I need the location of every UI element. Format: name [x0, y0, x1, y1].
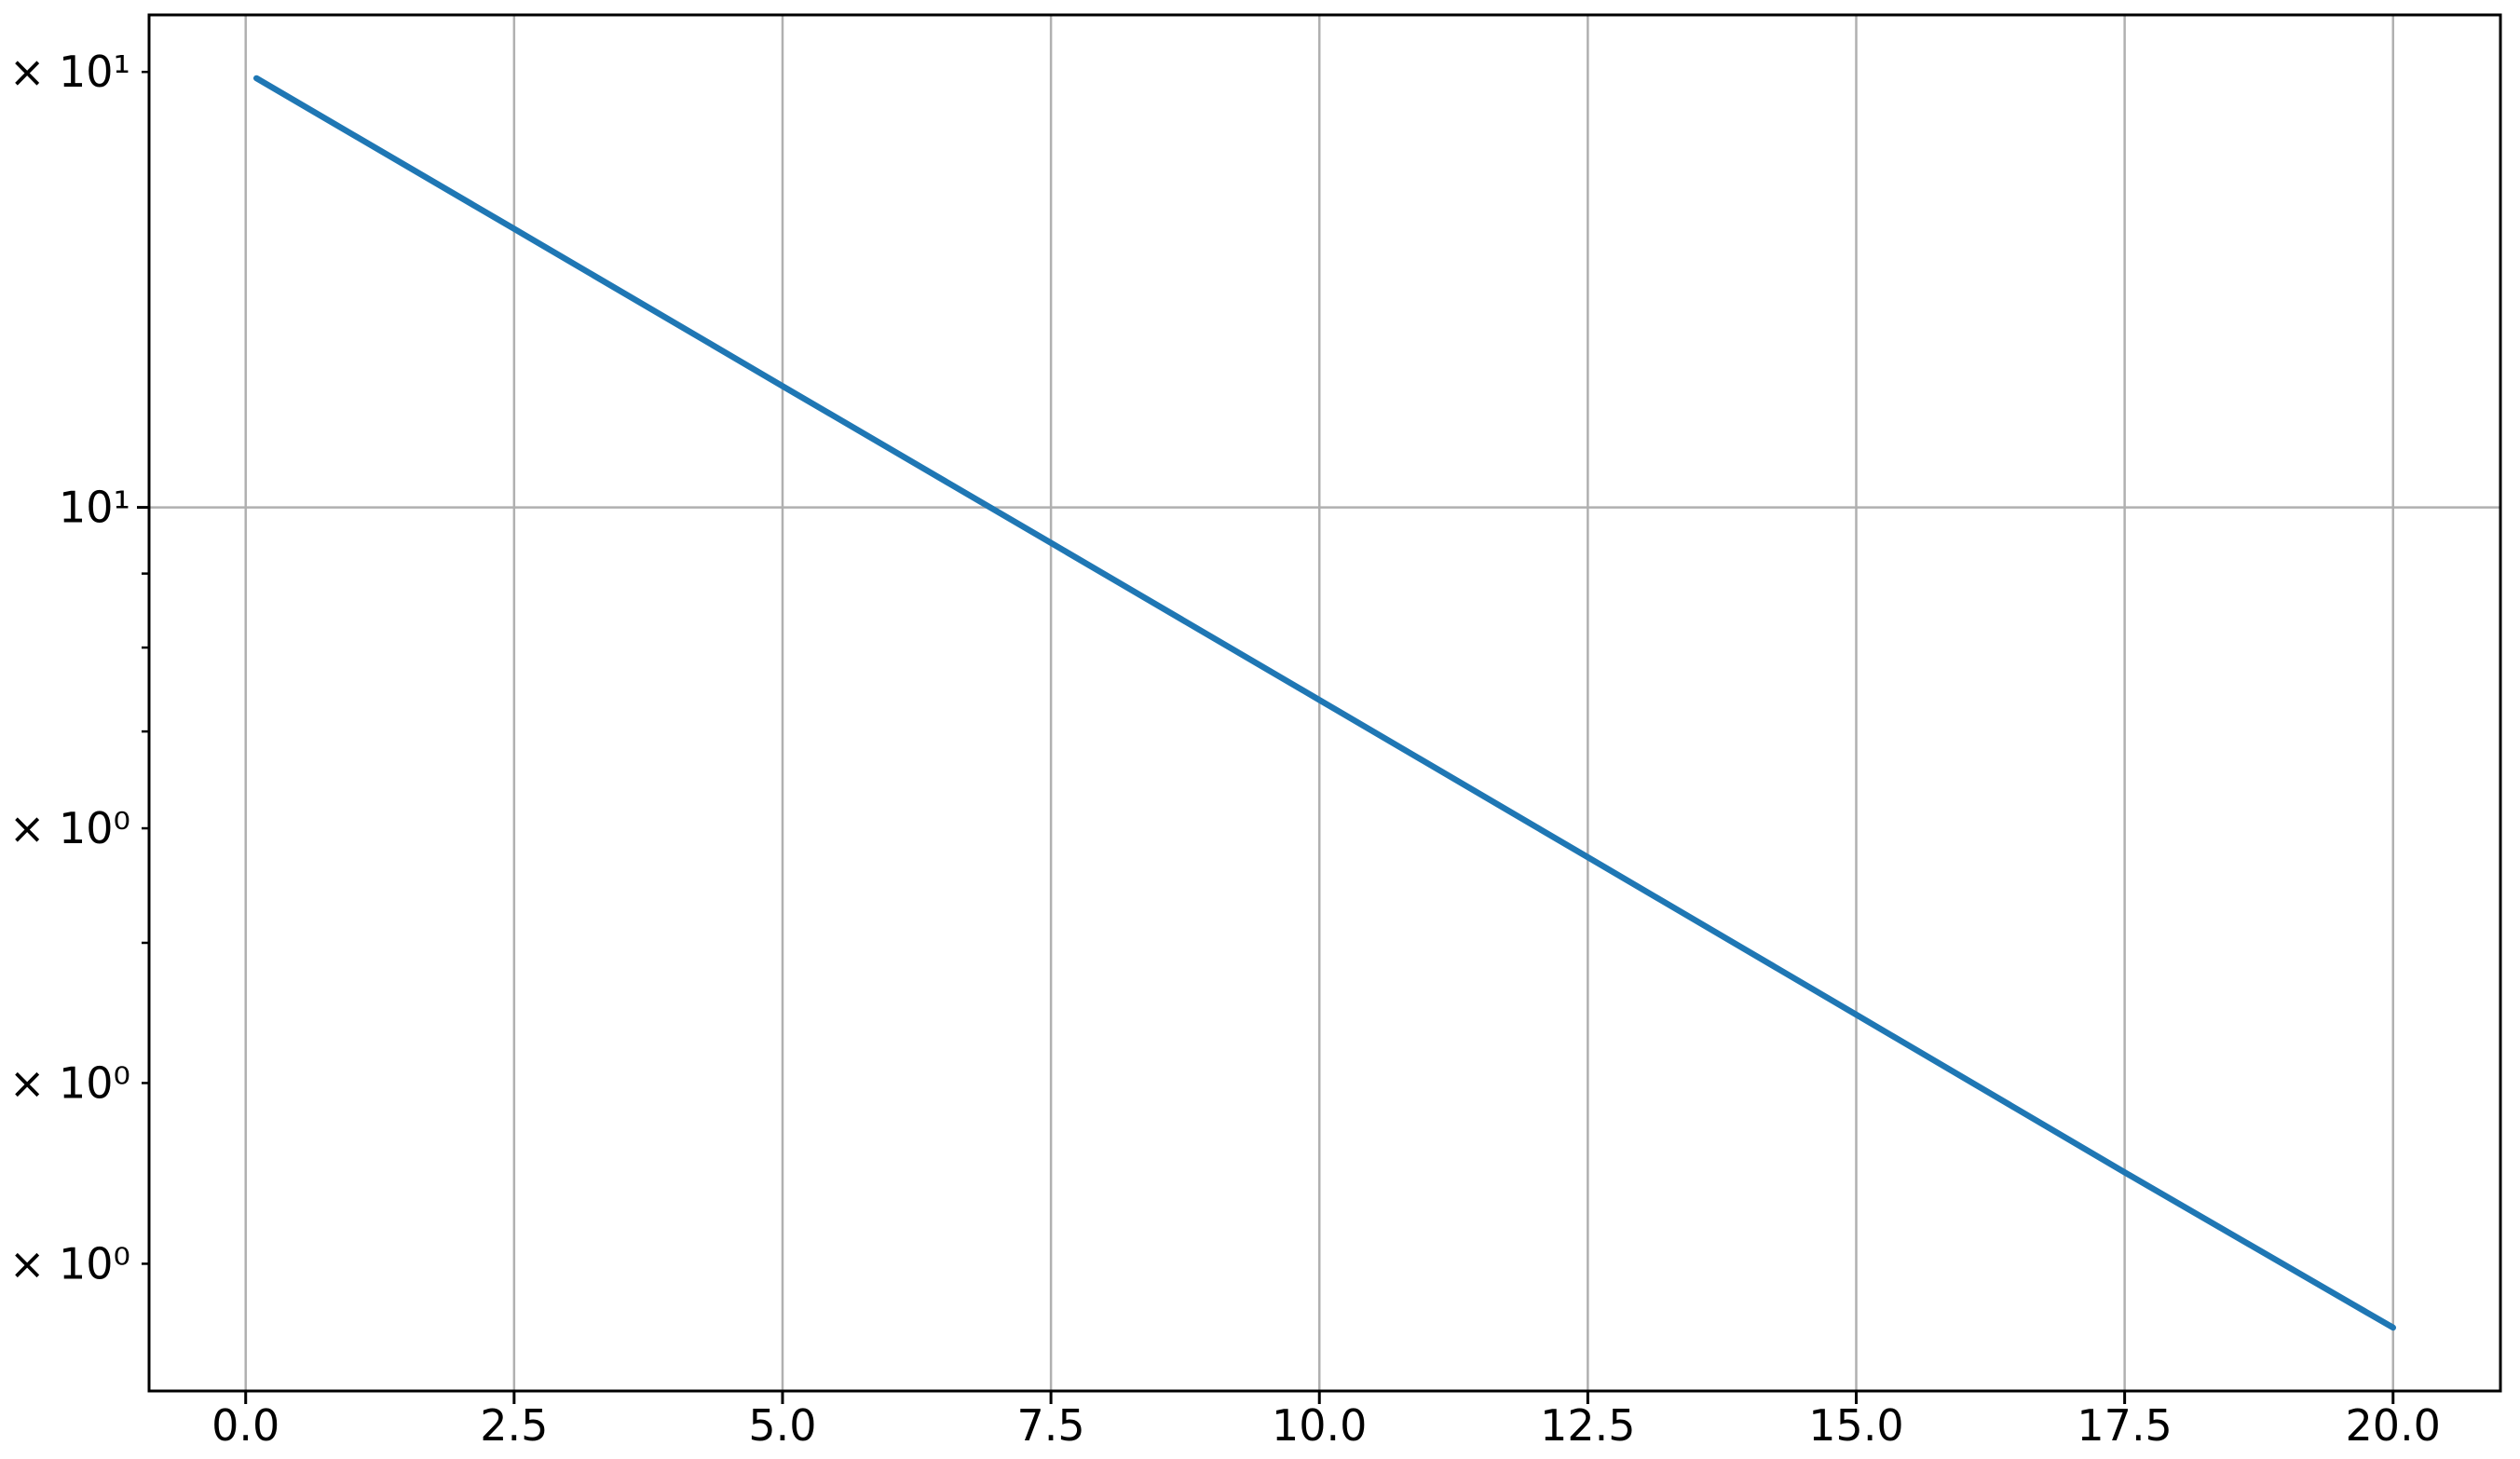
x-tick-label: 17.5 [2077, 1400, 2172, 1451]
x-tick-label: 0.0 [211, 1400, 279, 1451]
y-tick-label: 2 × 10¹ [0, 47, 130, 97]
x-tick-label: 10.0 [1272, 1400, 1367, 1451]
x-tick-label: 7.5 [1017, 1400, 1085, 1451]
plot-border [147, 13, 2502, 1393]
x-tick-label: 12.5 [1540, 1400, 1635, 1451]
x-tick-label: 15.0 [1808, 1400, 1903, 1451]
data-line-exponential-decay [253, 75, 2396, 1331]
y-tick-label: 3 × 10⁰ [0, 1238, 130, 1289]
y-tick-label: 10¹ [59, 483, 130, 533]
x-tick-label: 2.5 [480, 1400, 548, 1451]
y-tick-label: 4 × 10⁰ [0, 1057, 130, 1108]
x-tick-label: 20.0 [2346, 1400, 2441, 1451]
y-tick-label: 6 × 10⁰ [0, 803, 130, 853]
x-tick-label: 5.0 [748, 1400, 816, 1451]
